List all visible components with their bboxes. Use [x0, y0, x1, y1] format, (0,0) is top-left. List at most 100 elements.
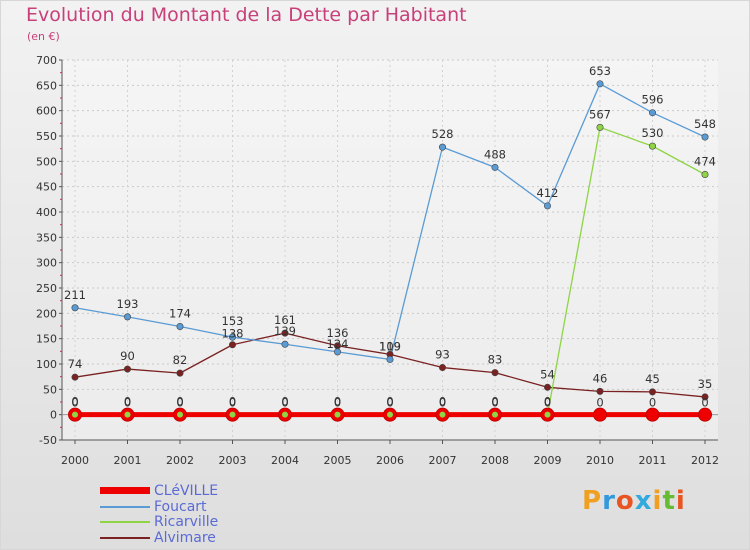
data-label: 0 [439, 396, 446, 410]
x-tick-label: 2009 [534, 454, 562, 467]
data-point [387, 411, 393, 418]
data-label: 0 [649, 396, 656, 410]
data-point [333, 348, 341, 356]
x-tick-label: 2001 [114, 454, 142, 467]
data-label: 0 [281, 395, 288, 409]
x-tick-label: 2012 [691, 454, 719, 467]
logo-letter: i [675, 486, 686, 516]
logo-letter: r [602, 486, 616, 516]
data-label: 83 [488, 353, 503, 367]
data-label: 153 [222, 314, 244, 328]
data-label: 0 [386, 396, 393, 410]
proxiti-logo: Proxiti [582, 486, 686, 516]
data-point [543, 202, 551, 210]
y-tick-label: 300 [36, 257, 57, 270]
data-label: 35 [698, 377, 713, 391]
x-tick-label: 2010 [586, 454, 614, 467]
x-tick-label: 2008 [481, 454, 509, 467]
data-label: 567 [589, 107, 611, 121]
legend-swatch-alvimare [100, 536, 150, 539]
data-point [124, 411, 131, 418]
x-tick-label: 2005 [324, 454, 352, 467]
data-label: 0 [596, 396, 603, 410]
y-tick-label: 450 [36, 181, 57, 194]
logo-letter: t [662, 486, 676, 516]
data-label: 0 [701, 396, 708, 410]
x-tick-label: 2004 [271, 454, 299, 467]
data-point [72, 411, 78, 418]
data-point [596, 80, 604, 88]
legend-label-alvimare: Alvimare [154, 529, 216, 546]
data-point [229, 341, 237, 349]
data-label: 46 [593, 371, 608, 385]
y-tick-label: 50 [43, 383, 57, 396]
data-label: 596 [642, 93, 664, 107]
legend-swatch-ricarville [100, 521, 150, 523]
data-point [593, 407, 607, 422]
data-point [177, 411, 183, 418]
data-point [544, 411, 551, 418]
x-tick-label: 2003 [219, 454, 247, 467]
data-label: 474 [694, 155, 716, 169]
data-point [698, 407, 712, 422]
data-point [282, 411, 288, 418]
x-tick-label: 2000 [61, 454, 89, 467]
data-point [438, 143, 446, 151]
y-tick-label: 650 [36, 79, 57, 92]
logo-letter: i [652, 486, 663, 516]
y-tick-label: 500 [36, 155, 57, 168]
logo-letter: x [634, 486, 653, 516]
legend-label-foucart: Foucart [154, 498, 207, 515]
data-label: 93 [435, 348, 450, 362]
data-label: 0 [439, 395, 446, 409]
data-label: 0 [491, 395, 498, 409]
chart-subtitle: (en €) [27, 30, 60, 43]
legend-swatch-cleville [100, 487, 150, 494]
logo-letter: o [615, 486, 635, 516]
data-label: 138 [222, 327, 244, 341]
data-point [124, 365, 132, 373]
data-point [176, 369, 184, 377]
data-label: 0 [386, 395, 393, 409]
data-point [648, 142, 656, 150]
x-tick-label: 2011 [639, 454, 667, 467]
data-label: 74 [68, 357, 83, 371]
data-label: 0 [334, 396, 341, 410]
y-tick-label: 100 [36, 358, 57, 371]
data-label: 0 [544, 395, 551, 409]
data-point [701, 393, 709, 401]
y-tick-label: 0 [50, 409, 57, 422]
data-label: 193 [117, 297, 139, 311]
y-tick-label: 200 [36, 307, 57, 320]
data-point [645, 407, 660, 422]
data-label: 530 [642, 126, 664, 140]
legend-label-ricarville: Ricarville [154, 514, 219, 530]
y-tick-label: 150 [36, 333, 57, 346]
y-tick-label: 700 [36, 54, 57, 67]
data-label: 124 [327, 337, 349, 351]
data-label: 0 [124, 396, 131, 410]
logo-letter: P [582, 486, 603, 516]
x-tick-label: 2007 [429, 454, 457, 467]
y-tick-label: 400 [36, 206, 57, 219]
data-label: 0 [229, 395, 236, 409]
y-tick-label: 350 [36, 231, 57, 244]
data-label: 0 [281, 396, 288, 410]
data-point [596, 387, 604, 395]
data-point [334, 411, 341, 418]
data-label: 0 [71, 395, 78, 409]
x-tick-label: 2002 [166, 454, 194, 467]
data-point [491, 369, 499, 377]
data-label: 0 [491, 396, 498, 410]
y-tick-label: 600 [36, 105, 57, 118]
data-label: 0 [544, 396, 551, 410]
chart-title: Evolution du Montant de la Dette par Hab… [26, 4, 467, 26]
data-label: 488 [484, 147, 506, 161]
data-label: 161 [274, 313, 296, 327]
data-label: 0 [229, 396, 236, 410]
data-point [281, 329, 289, 337]
data-point [176, 323, 184, 331]
data-point [229, 333, 237, 341]
